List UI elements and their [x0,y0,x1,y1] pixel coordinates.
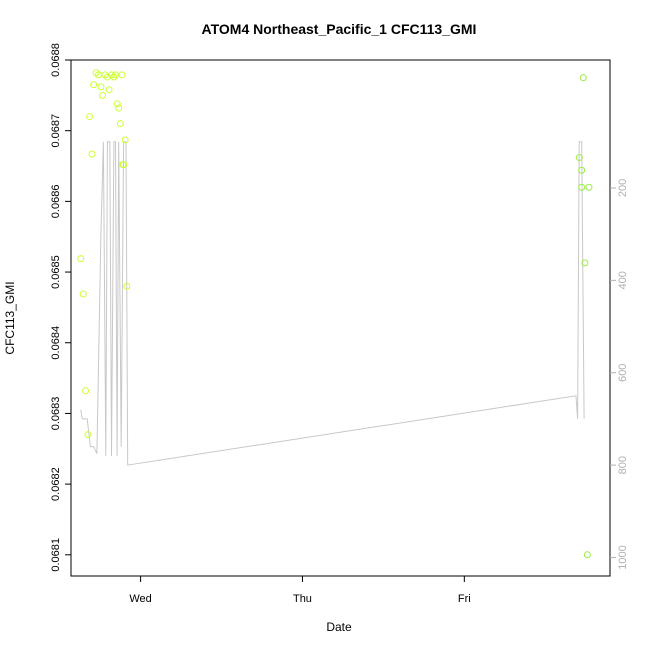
y-tick-label: 0.0683 [50,397,62,431]
data-point [99,91,107,99]
y-right-tick-label: 200 [617,179,629,197]
pressure-line [80,141,585,466]
data-point [86,113,94,121]
data-point [105,86,113,94]
x-tick-label: Fri [458,593,471,605]
y-right-tick-label: 800 [617,456,629,474]
data-point [97,83,105,91]
x-axis: Wed Thu Fri [129,576,471,605]
y-right-tick-label: 1000 [617,545,629,569]
data-points-layer [77,69,593,559]
data-point [583,551,591,559]
y-axis-right: 200 400 600 800 1000 [610,179,629,570]
data-point [113,100,121,108]
data-point [578,183,586,191]
data-point [121,136,129,144]
chart-title: ATOM4 Northeast_Pacific_1 CFC113_GMI [202,21,477,37]
data-point [82,387,90,395]
data-point [118,71,126,79]
y-right-tick-label: 600 [617,364,629,382]
data-point [79,290,87,298]
data-point [120,161,128,169]
data-point [77,255,85,263]
data-point [585,183,593,191]
y-tick-label: 0.0684 [50,326,62,360]
data-point [116,120,124,128]
y-tick-label: 0.0686 [50,185,62,219]
data-point [115,104,123,112]
y-axis-label: CFC113_GMI [3,281,17,354]
data-point [123,282,131,290]
y-axis: 0.0681 0.0682 0.0683 0.0684 0.0685 0.0686 0.06… [50,43,71,572]
y-tick-label: 0.0682 [50,467,62,501]
x-tick-label: Wed [129,593,151,605]
pressure-line-layer [80,141,585,466]
y-tick-label: 0.0681 [50,538,62,572]
y-tick-label: 0.0687 [50,114,62,148]
data-point [579,74,587,82]
plot-frame [70,59,611,577]
y-right-tick-label: 400 [617,271,629,289]
data-point [110,73,118,81]
x-axis-label: Date [326,620,352,634]
x-tick-label: Thu [293,593,312,605]
data-point [84,431,92,439]
y-tick-label: 0.0688 [50,43,62,77]
data-point [575,154,583,162]
y-tick-label: 0.0685 [50,255,62,289]
data-point [88,150,96,158]
data-point [581,259,589,267]
data-point [578,166,586,174]
data-point [90,81,98,89]
